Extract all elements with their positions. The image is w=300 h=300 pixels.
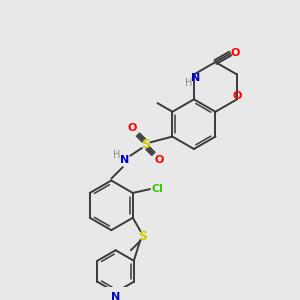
Text: Cl: Cl — [152, 184, 164, 194]
Text: N: N — [111, 292, 120, 300]
Text: H: H — [185, 78, 193, 88]
Text: O: O — [230, 49, 240, 58]
Text: H: H — [113, 150, 121, 160]
Text: N: N — [120, 154, 129, 164]
Text: O: O — [232, 92, 242, 101]
Text: O: O — [154, 155, 164, 166]
Text: N: N — [191, 73, 200, 83]
Text: S: S — [141, 138, 150, 151]
Text: S: S — [138, 230, 147, 243]
Text: O: O — [128, 123, 137, 133]
